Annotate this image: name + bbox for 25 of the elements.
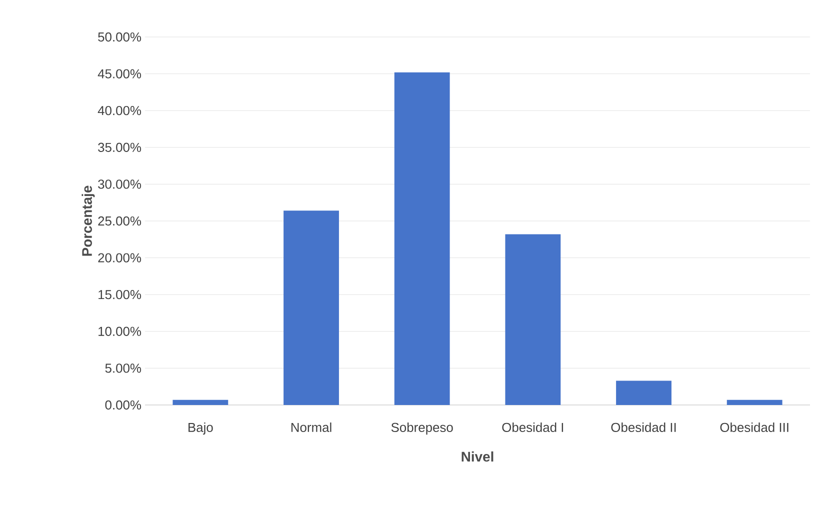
y-tick-label: 20.00% — [98, 253, 142, 262]
x-tick-label: Obesidad I — [502, 422, 564, 432]
x-tick-label: Normal — [291, 422, 332, 432]
x-axis-title: Nivel — [462, 451, 494, 462]
bar — [394, 72, 450, 405]
y-axis-title: Porcentaje — [82, 186, 95, 256]
y-tick-label: 10.00% — [98, 326, 142, 336]
bar — [726, 400, 782, 405]
y-tick-label: 50.00% — [98, 32, 142, 42]
y-tick-label: 5.00% — [105, 364, 142, 373]
y-tick-label: 30.00% — [98, 180, 142, 189]
y-tick-label: 0.00% — [105, 400, 142, 410]
bar — [505, 234, 561, 405]
y-tick-label: 15.00% — [98, 290, 142, 300]
bar — [284, 210, 339, 405]
bar — [616, 380, 672, 405]
y-tick-label: 45.00% — [98, 69, 142, 78]
y-tick-label: 40.00% — [98, 106, 142, 116]
x-tick-label: Obesidad III — [720, 422, 788, 432]
x-tick-label: Obesidad II — [611, 422, 676, 432]
x-tick-label: Sobrepeso — [391, 422, 453, 435]
y-tick-label: 35.00% — [98, 142, 142, 152]
x-tick-label: Bajo — [188, 422, 213, 435]
bar — [172, 400, 228, 405]
y-tick-label: 25.00% — [98, 216, 142, 226]
